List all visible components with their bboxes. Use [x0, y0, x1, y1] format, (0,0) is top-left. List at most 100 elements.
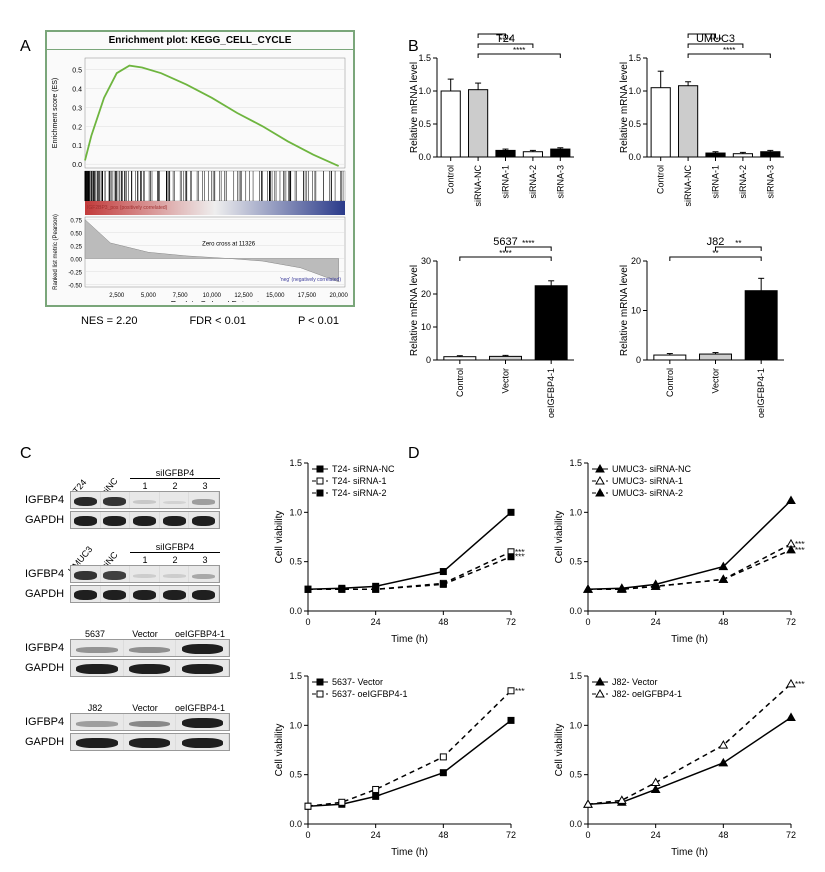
svg-text:72: 72 [786, 830, 796, 840]
svg-text:****: **** [723, 46, 735, 55]
svg-text:siRNA-3: siRNA-3 [765, 165, 775, 199]
svg-text:Time (h): Time (h) [671, 847, 708, 858]
svg-text:****: **** [515, 687, 525, 696]
line-chart: 0.00.51.01.50244872Time (h)Cell viabilit… [270, 664, 525, 862]
stat-nes: NES = 2.20 [81, 315, 138, 327]
svg-text:UMUC3- siRNA-2: UMUC3- siRNA-2 [612, 488, 683, 498]
svg-text:Cell viability: Cell viability [554, 511, 565, 564]
label-a: A [20, 38, 31, 56]
svg-text:72: 72 [786, 617, 796, 627]
svg-text:1.5: 1.5 [628, 53, 641, 63]
svg-text:24: 24 [371, 617, 381, 627]
svg-text:0: 0 [426, 355, 431, 365]
svg-text:Cell viability: Cell viability [554, 724, 565, 777]
blot-row: GAPDH [25, 733, 270, 751]
svg-text:UMUC3- siRNA-NC: UMUC3- siRNA-NC [612, 464, 691, 474]
svg-text:10: 10 [421, 322, 431, 332]
svg-text:****: **** [499, 36, 511, 45]
svg-text:12,500: 12,500 [234, 293, 253, 299]
blot-group: J82VectoroeIGFBP4-1IGFBP4GAPDH [25, 683, 270, 751]
svg-text:-0.50: -0.50 [68, 283, 82, 289]
svg-text:****: **** [709, 36, 721, 45]
svg-text:0.0: 0.0 [72, 162, 82, 169]
blot-row: IGFBP4 [25, 491, 270, 509]
blot-row: GAPDH [25, 659, 270, 677]
svg-text:****: **** [486, 30, 498, 35]
svg-text:Control: Control [455, 368, 465, 397]
svg-text:0.5: 0.5 [569, 770, 582, 780]
svg-text:48: 48 [438, 830, 448, 840]
bar-chart: 0102030Relative mRNA level5637ControlVec… [405, 233, 580, 421]
svg-text:2,500: 2,500 [109, 293, 125, 299]
svg-text:Zero cross at 11326: Zero cross at 11326 [202, 242, 256, 248]
svg-text:5637- Vector: 5637- Vector [332, 677, 383, 687]
svg-text:T24- siRNA-2: T24- siRNA-2 [332, 488, 387, 498]
svg-text:Time (h): Time (h) [671, 634, 708, 645]
svg-text:oeIGFBP4-1: oeIGFBP4-1 [756, 368, 766, 418]
svg-text:J82- oeIGFBP4-1: J82- oeIGFBP4-1 [612, 689, 682, 699]
svg-text:0.0: 0.0 [569, 606, 582, 616]
svg-text:0.0: 0.0 [289, 606, 302, 616]
svg-text:0.75: 0.75 [70, 219, 82, 225]
bar-chart: 0.00.51.01.5Relative mRNA levelT24Contro… [405, 30, 580, 218]
svg-text:****: **** [515, 553, 525, 562]
svg-text:0.5: 0.5 [289, 557, 302, 567]
svg-text:0: 0 [305, 830, 310, 840]
svg-text:1.5: 1.5 [569, 671, 582, 681]
svg-text:48: 48 [718, 617, 728, 627]
svg-text:****: **** [513, 46, 525, 55]
svg-text:0.3: 0.3 [72, 105, 82, 112]
svg-text:10,000: 10,000 [203, 293, 222, 299]
svg-text:J82: J82 [707, 236, 725, 248]
svg-text:****: **** [522, 239, 534, 248]
svg-text:Vector: Vector [711, 368, 721, 394]
figure: A B C D Enrichment plot: KEGG_CELL_CYCLE… [10, 30, 815, 862]
svg-text:1.0: 1.0 [289, 720, 302, 730]
bar-chart: 01020Relative mRNA levelJ82ControlVector… [615, 233, 790, 421]
blot-row: IGFBP4 [25, 639, 270, 657]
panel-d: 0.0 0.5 1.0 1.5 0 24 48 72 Time (h) Cell viabilit… [270, 446, 815, 862]
svg-text:UMUC3- siRNA-1: UMUC3- siRNA-1 [612, 476, 683, 486]
svg-text:0.50: 0.50 [70, 232, 82, 238]
svg-text:5637: 5637 [493, 236, 517, 248]
svg-text:****: **** [795, 680, 805, 689]
svg-text:24: 24 [371, 830, 381, 840]
svg-text:1.5: 1.5 [289, 671, 302, 681]
svg-text:0.2: 0.2 [72, 124, 82, 131]
svg-text:5637- oeIGFBP4-1: 5637- oeIGFBP4-1 [332, 689, 408, 699]
svg-text:****: **** [795, 546, 805, 555]
svg-text:1.5: 1.5 [418, 53, 431, 63]
blot-group: T24siNCsiIGFBP4123IGFBP4GAPDH [25, 461, 270, 529]
gsea-title: Enrichment plot: KEGG_CELL_CYCLE [47, 32, 353, 50]
svg-text:Enrichment score (ES): Enrichment score (ES) [52, 78, 59, 148]
svg-text:siRNA-NC: siRNA-NC [683, 165, 693, 207]
panel-b: 0.00.51.01.5Relative mRNA levelT24Contro… [405, 30, 815, 421]
svg-text:24: 24 [651, 830, 661, 840]
svg-text:0: 0 [305, 617, 310, 627]
svg-text:0.4: 0.4 [72, 86, 82, 93]
label-c: C [20, 445, 32, 463]
svg-text:1.0: 1.0 [289, 507, 302, 517]
svg-text:Cell viability: Cell viability [274, 724, 285, 777]
svg-text:T24- siRNA-1: T24- siRNA-1 [332, 476, 387, 486]
gsea-plot: Enrichment plot: KEGG_CELL_CYCLE 0.00.10… [45, 30, 355, 307]
panel-c: T24siNCsiIGFBP4123IGFBP4GAPDHUMUC3siNCsi… [10, 446, 270, 862]
svg-text:siRNA-3: siRNA-3 [555, 165, 565, 199]
svg-text:7,500: 7,500 [173, 293, 189, 299]
blot-group: UMUC3siNCsiIGFBP4123IGFBP4GAPDH [25, 535, 270, 603]
svg-text:20: 20 [421, 289, 431, 299]
svg-text:15,000: 15,000 [266, 293, 285, 299]
svg-text:oeIGFBP4-1: oeIGFBP4-1 [546, 368, 556, 418]
blot-row: GAPDH [25, 585, 270, 603]
svg-text:siRNA-1: siRNA-1 [501, 165, 511, 199]
svg-text:1.5: 1.5 [569, 458, 582, 468]
line-chart: 0.00.51.01.50244872Time (h)Cell viabilit… [550, 451, 805, 649]
svg-text:****: **** [696, 30, 708, 35]
svg-text:Control: Control [446, 165, 456, 194]
svg-text:Relative mRNA level: Relative mRNA level [409, 265, 420, 356]
svg-text:72: 72 [506, 830, 516, 840]
svg-text:Relative mRNA level: Relative mRNA level [619, 265, 630, 356]
panel-a: Enrichment plot: KEGG_CELL_CYCLE 0.00.10… [10, 30, 405, 421]
svg-text:20: 20 [631, 256, 641, 266]
svg-text:0.5: 0.5 [289, 770, 302, 780]
